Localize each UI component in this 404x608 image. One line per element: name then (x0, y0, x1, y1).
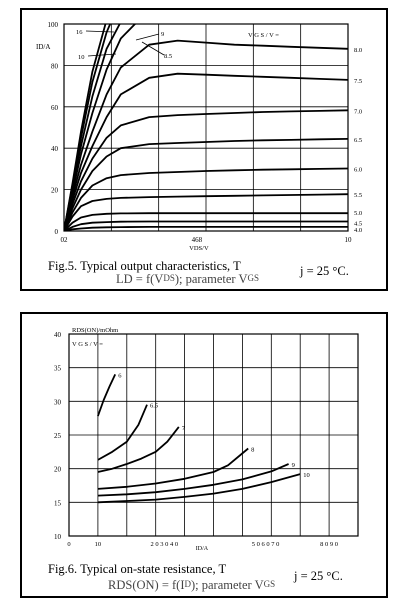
chart1-series-line-6.0 (64, 167, 348, 231)
chart2-y-tick-label: 20 (54, 466, 62, 474)
chart1-series-label-10: 10 (78, 54, 85, 61)
chart2-series-line-9 (97, 463, 289, 497)
output-characteristics-chart: 0 20 40 60 80 100 02 468 10 VDS/V ID/A V G S / V = 4… (36, 21, 362, 252)
chart1-series-line-4.0 (64, 226, 348, 231)
chart2-x-tick-label: 0 (67, 541, 70, 548)
chart1-series-label-5.5: 5.5 (354, 192, 362, 199)
chart2-x-tick-label: 2 0 3 0 4 0 (151, 541, 179, 548)
figure-5-panel: 0 20 40 60 80 100 02 468 10 VDS/V ID/A V G S / V = 4… (20, 8, 388, 291)
chart1-series-label-16: 16 (76, 29, 83, 36)
chart1-series-line-16 (64, 24, 107, 231)
chart1-series-line-8.0 (64, 39, 348, 231)
chart1-y-tick-label: 20 (51, 187, 59, 195)
chart1-series-line-8.5 (64, 24, 137, 231)
chart2-series-label-9: 9 (292, 462, 295, 469)
chart1-series-line-5.0 (64, 212, 348, 231)
fig6-caption-line2: RDS(ON) = f(ID); parameter VGS (108, 578, 276, 592)
chart1-x-tick-label: 10 (345, 236, 353, 244)
chart1-series-label-7.5: 7.5 (354, 78, 362, 85)
chart1-leader-10 (87, 53, 117, 57)
chart1-series-label-9: 9 (161, 31, 164, 38)
chart2-y-tick-label: 30 (54, 398, 62, 406)
chart1-leader-16 (85, 30, 115, 33)
chart1-leader-9 (135, 33, 160, 41)
chart2-series-line-6.5 (97, 404, 148, 461)
fig5-caption-line2: LD = f(VDS); parameter VGS (116, 272, 260, 286)
chart1-series-label-7.0: 7.0 (354, 108, 362, 115)
chart1-series-label-4.5: 4.5 (354, 220, 362, 227)
chart1-y-tick-label: 100 (48, 21, 59, 29)
chart2-series-label-8: 8 (251, 446, 254, 453)
chart2-series-label-7: 7 (182, 425, 186, 432)
fig6-caption-line1: Fig.6. Typical on-state resistance, T (48, 562, 227, 576)
chart1-series-label-6.0: 6.0 (354, 166, 362, 173)
chart1-series-label-5.0: 5.0 (354, 210, 362, 217)
chart1-series-group (64, 24, 348, 231)
chart1-legend-title: V G S / V = (248, 32, 279, 39)
chart2-x-tick-label: 10 (95, 541, 102, 548)
chart2-legend-title: V G S / V = (72, 341, 103, 348)
chart2-x-tick-label: 8 0 9 0 (320, 541, 338, 548)
fig5-caption-line1: Fig.5. Typical output characteristics, T (48, 259, 241, 273)
chart2-plot-frame (68, 333, 359, 537)
chart1-y-tick-label: 0 (55, 228, 59, 236)
chart1-series-label-8.5: 8.5 (164, 53, 172, 60)
chart2-y-tick-label: 15 (54, 499, 62, 507)
chart1-x-tick-label: 468 (192, 236, 203, 244)
chart2-series-line-8 (97, 447, 249, 490)
chart1-y-tick-label: 60 (51, 104, 59, 112)
chart1-series-line-7.0 (64, 109, 348, 231)
chart1-x-tick-label: 02 (61, 236, 69, 244)
chart1-y-tick-label: 40 (51, 145, 59, 153)
chart2-y-tick-label: 40 (54, 331, 62, 339)
chart2-x-axis-label: ID/A (196, 546, 209, 552)
chart1-y-axis-label: ID/A (36, 43, 50, 51)
chart1-series-line-7.5 (64, 72, 348, 231)
chart2-y-tick-label: 25 (54, 432, 62, 440)
chart1-series-line-4.5 (64, 220, 348, 231)
chart2-y-axis-label: RDS(ON)/mOhm (72, 327, 118, 334)
chart2-x-tick-label: 5 0 6 0 7 0 (252, 541, 280, 548)
chart1-y-tick-label: 80 (51, 62, 59, 70)
chart1-plot-frame (63, 23, 349, 232)
fig5-caption-temp: j = 25 °C. (300, 264, 349, 278)
chart2-y-tick-label: 35 (54, 365, 62, 373)
fig6-caption-temp: j = 25 °C. (294, 569, 343, 583)
chart2-series-line-10 (97, 473, 301, 504)
chart1-x-axis-label: VDS/V (189, 245, 209, 252)
chart2-series-label-10: 10 (303, 472, 310, 479)
chart2-series-line-6 (97, 374, 117, 417)
chart2-series-label-6.5: 6.5 (150, 403, 158, 410)
chart1-series-label-8.0: 8.0 (354, 47, 362, 54)
chart1-series-label-4.0: 4.0 (354, 227, 362, 234)
chart1-series-label-6.5: 6.5 (354, 137, 362, 144)
chart1-leader-8.5 (141, 41, 165, 56)
chart2-series-label-6: 6 (118, 372, 122, 379)
chart1-series-line-5.5 (64, 193, 348, 231)
chart2-series-line-7 (97, 426, 180, 473)
chart1-series-line-6.5 (64, 138, 348, 231)
chart2-y-tick-label: 10 (54, 533, 62, 541)
